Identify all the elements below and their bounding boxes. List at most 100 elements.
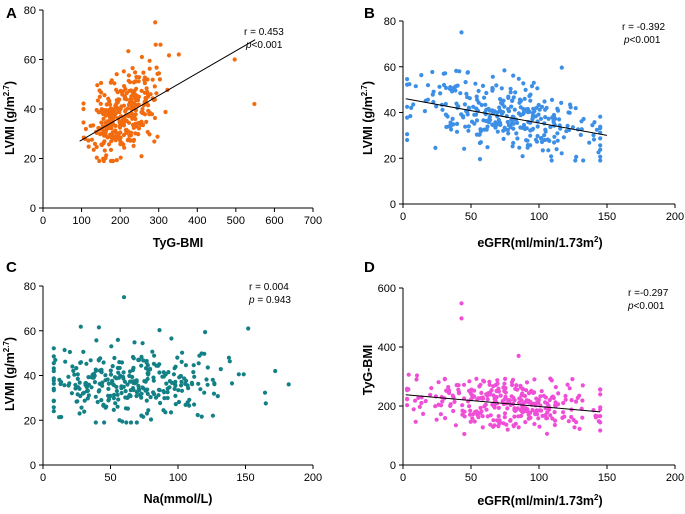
scatter-point-c [183,363,188,368]
stat-p-value-b: <0.001 [630,35,661,46]
scatter-point-a [118,106,123,111]
scatter-point-d [467,404,472,409]
scatter-point-d [510,377,516,382]
scatter-point-d [467,412,473,417]
scatter-point-c [101,360,106,365]
scatter-point-d [456,391,462,396]
scatter-point-d [413,419,418,424]
scatter-point-b [455,121,460,126]
scatter-point-a [103,113,108,118]
scatter-point-c [82,398,87,403]
scatter-point-c [125,382,130,387]
panel-c: C r = 0.004 p = 0.943 Na(mmol/L) LVMI (g… [2,259,322,506]
scatter-point-b [534,105,539,110]
y-tick-label-c: 40 [24,371,36,383]
scatter-point-c [93,394,98,399]
scatter-point-c [51,405,56,410]
scatter-point-c [180,350,185,355]
scatter-point-b [594,127,600,132]
scatter-point-a [97,88,102,93]
scatter-point-a [149,112,155,117]
scatter-point-a [114,72,119,77]
scatter-point-a [113,138,118,143]
scatter-point-b [485,124,490,129]
scatter-point-b [405,82,410,87]
scatter-point-d [414,377,419,382]
scatter-point-d [490,402,495,407]
y-tick-label-c: 20 [24,415,36,427]
scatter-point-d [491,418,496,423]
scatter-point-c [102,420,107,425]
scatter-point-c [139,363,144,368]
scatter-point-d [548,413,553,418]
scatter-point-a [102,93,107,98]
scatter-point-d [532,377,537,382]
scatter-point-d [428,392,433,397]
scatter-point-c [103,373,108,378]
scatter-point-d [514,383,519,388]
scatter-point-c [67,349,72,355]
scatter-point-d [496,405,501,410]
scatter-point-b [511,140,516,146]
panel-a: A r = 0.453 p<0.001 TyG-BMI LVMI (g/m2.7… [2,5,322,250]
scatter-point-b [570,125,576,130]
scatter-point-c [286,382,291,387]
scatter-point-a [152,139,157,144]
scatter-point-b [508,90,513,95]
scatter-point-b [542,137,548,143]
scatter-point-d [496,424,501,429]
scatter-point-b [494,122,499,127]
scatter-point-a [121,103,127,108]
scatter-point-a [81,101,86,106]
scatter-point-d [470,416,475,421]
x-tick-label-b: 50 [465,211,477,223]
scatter-point-a [134,86,139,91]
scatter-point-a [131,137,137,142]
scatter-point-b [538,136,544,141]
scatter-point-b [598,114,603,119]
scatter-point-d [459,316,464,321]
scatter-point-a [94,155,99,160]
scatter-point-d [522,393,528,399]
panel-label-b: B [364,5,375,22]
scatter-point-d [462,409,467,414]
y-tick-label-c: 80 [24,281,36,293]
scatter-point-d [501,385,506,390]
scatter-point-b [525,145,530,150]
stat-r-a: r = 0.453 [244,27,284,38]
scatter-point-d [405,403,410,408]
scatter-point-d [487,379,492,384]
scatter-point-c [151,378,156,383]
scatter-point-c [112,355,117,361]
stat-p-value-d: <0.001 [634,301,665,312]
scatter-point-b [448,120,453,125]
scatter-point-b [549,97,555,102]
scatter-point-c [75,372,80,377]
scatter-point-c [78,393,83,399]
scatter-point-a [133,79,139,84]
scatter-point-c [77,386,82,391]
scatter-point-c [134,390,139,395]
scatter-point-d [476,415,481,420]
y-tick-label-c: 0 [30,460,36,472]
scatter-point-a [148,92,153,97]
scatter-point-c [69,391,74,396]
scatter-point-b [459,30,464,35]
scatter-point-a [147,66,152,71]
x-tick-label-a: 300 [150,215,168,227]
stat-p-c: p = 0.943 [248,295,291,306]
scatter-point-a [163,109,168,115]
scatter-point-b [480,83,486,88]
scatter-point-d [461,382,467,387]
scatter-point-d [479,390,484,395]
scatter-point-b [511,73,516,78]
scatter-point-a [129,106,134,111]
scatter-point-b [405,104,410,109]
scatter-point-d [491,384,496,389]
scatter-point-d [513,386,518,391]
scatter-point-c [51,399,56,404]
scatter-point-a [146,103,151,108]
scatter-point-d [563,397,568,402]
stat-p-symbol-d: p [627,301,634,312]
y-tick-label-d: 600 [378,283,396,295]
